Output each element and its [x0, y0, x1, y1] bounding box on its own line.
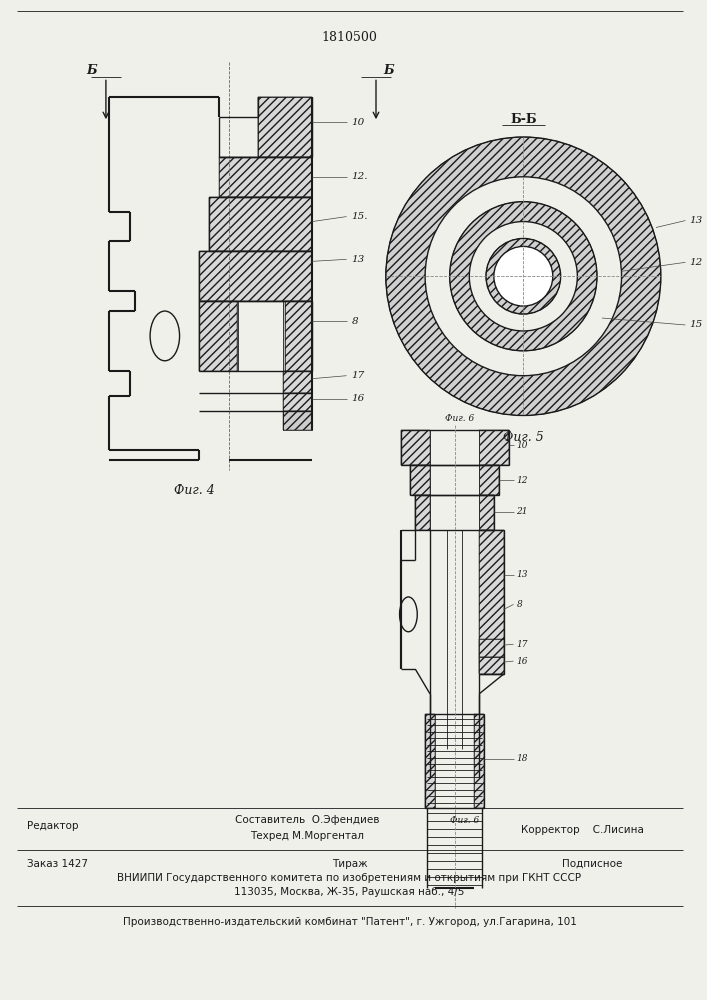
Text: 15.: 15.: [351, 212, 368, 221]
Polygon shape: [479, 495, 494, 530]
Text: 15: 15: [689, 320, 703, 329]
Polygon shape: [219, 157, 312, 197]
Text: 113035, Москва, Ж-35, Раушская наб., 4/5: 113035, Москва, Ж-35, Раушская наб., 4/5: [234, 887, 464, 897]
Polygon shape: [199, 251, 312, 301]
Text: Фиг. 5: Фиг. 5: [503, 431, 544, 444]
Text: 10: 10: [351, 118, 365, 127]
Text: Составитель  О.Эфендиев: Составитель О.Эфендиев: [235, 815, 380, 825]
Polygon shape: [479, 465, 498, 495]
Text: Производственно-издательский комбинат "Патент", г. Ужгород, ул.Гагарина, 101: Производственно-издательский комбинат "П…: [122, 917, 576, 927]
Text: 18: 18: [516, 754, 528, 763]
Text: Редактор: Редактор: [28, 821, 79, 831]
Polygon shape: [479, 657, 503, 674]
Polygon shape: [209, 197, 312, 251]
Text: ВНИИПИ Государственного комитета по изобретениям и открытиям при ГКНТ СССР: ВНИИПИ Государственного комитета по изоб…: [117, 873, 582, 883]
Text: 12: 12: [516, 476, 528, 485]
Polygon shape: [258, 97, 312, 157]
Text: 13: 13: [516, 570, 528, 579]
Polygon shape: [474, 714, 484, 808]
Text: 17: 17: [351, 371, 365, 380]
Polygon shape: [283, 371, 312, 393]
Text: 17: 17: [516, 640, 528, 649]
Text: 16: 16: [351, 394, 365, 403]
Text: 8: 8: [351, 316, 358, 326]
Text: Б-Б: Б-Б: [510, 113, 537, 126]
Polygon shape: [283, 393, 312, 410]
Polygon shape: [479, 530, 503, 674]
Text: Подписное: Подписное: [562, 859, 622, 869]
Text: Б: Б: [383, 64, 394, 77]
Polygon shape: [199, 301, 237, 371]
Text: Б: Б: [86, 64, 96, 77]
Text: Тираж: Тираж: [332, 859, 368, 869]
Polygon shape: [401, 430, 430, 465]
Polygon shape: [283, 410, 312, 430]
Text: 10: 10: [516, 441, 528, 450]
Text: 12: 12: [689, 258, 703, 267]
Text: 1810500: 1810500: [322, 31, 378, 44]
Polygon shape: [285, 301, 312, 371]
Text: 13: 13: [351, 255, 365, 264]
Text: 8: 8: [516, 600, 522, 609]
Text: Фиг. 6: Фиг. 6: [445, 414, 474, 423]
Circle shape: [450, 202, 597, 351]
Circle shape: [386, 137, 661, 415]
Text: 21: 21: [516, 507, 528, 516]
Circle shape: [469, 222, 578, 331]
Text: Техред М.Моргентал: Техред М.Моргентал: [250, 831, 364, 841]
Polygon shape: [479, 639, 503, 657]
Circle shape: [486, 238, 561, 314]
Polygon shape: [430, 495, 479, 530]
Polygon shape: [479, 430, 508, 465]
Text: Фиг. 6: Фиг. 6: [450, 816, 479, 825]
Polygon shape: [430, 465, 479, 495]
Text: Заказ 1427: Заказ 1427: [28, 859, 88, 869]
Text: 12.: 12.: [351, 172, 368, 181]
Polygon shape: [425, 714, 435, 808]
Text: 16: 16: [516, 657, 528, 666]
Text: Корректор    С.Лисина: Корректор С.Лисина: [521, 825, 643, 835]
Circle shape: [494, 246, 553, 306]
Polygon shape: [410, 465, 430, 495]
Polygon shape: [415, 495, 430, 530]
Text: 13: 13: [689, 216, 703, 225]
Polygon shape: [258, 97, 312, 157]
Text: Фиг. 4: Фиг. 4: [174, 484, 215, 497]
Polygon shape: [430, 430, 479, 465]
Circle shape: [425, 177, 621, 376]
